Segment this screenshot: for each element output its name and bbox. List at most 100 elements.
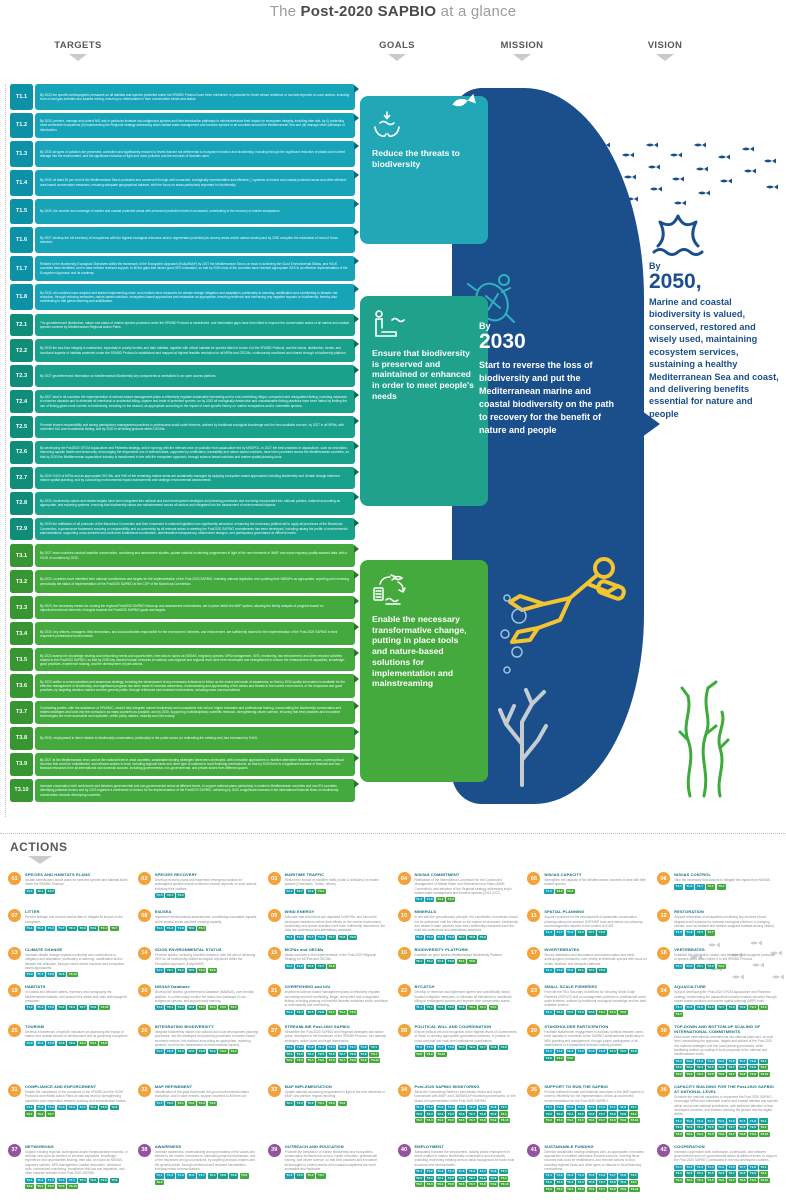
target-chip-t3-1: T3.1 xyxy=(705,884,716,890)
action-description: Increase climate change impacts monitori… xyxy=(25,952,126,970)
action-number-badge: 03 xyxy=(267,872,281,885)
target-chip-t2-6: T2.6 xyxy=(716,1125,726,1131)
action-number-badge: 05 xyxy=(527,872,541,885)
action-01: 01 SPECIES AND HABITATS PLANS Update ident… xyxy=(8,872,129,902)
target-chip-t2-8: T2.8 xyxy=(218,1173,228,1179)
target-row-t2-5: T2.5 Promote shared responsibility and st… xyxy=(10,415,359,439)
target-chip-t3-3: T3.3 xyxy=(684,1071,694,1077)
target-row-t2-1: T2.1 The georeferenced distribution, natu… xyxy=(10,314,359,337)
action-number-badge: 02 xyxy=(137,872,151,885)
target-chip-t1-1: T1.1 xyxy=(25,888,35,894)
target-code: T3.5 xyxy=(10,648,33,672)
action-41: 41 SUSTAINABLE FUNDING Develop sustainable… xyxy=(527,1143,648,1192)
target-chip-t1-5: T1.5 xyxy=(35,1040,45,1046)
target-row-t1-1: T1.1 By 2030 the specific anthropogenic p… xyxy=(10,84,359,110)
action-description: Streamline the Post-2020 SAPBIO and Regi… xyxy=(284,1030,386,1043)
target-code: T1.2 xyxy=(10,112,33,139)
target-chip-t3-10: T3.10 xyxy=(758,1177,770,1184)
target-chip-t1-8: T1.8 xyxy=(425,897,435,903)
target-chip-t3-1: T3.1 xyxy=(758,1171,769,1177)
target-chip-t2-3: T2.3 xyxy=(554,1179,565,1186)
goal-text: Reduce the threats to biodiversity xyxy=(372,148,460,169)
target-text: By 2030, employment in direct relation t… xyxy=(35,726,355,750)
target-chip-t2-7: T2.7 xyxy=(597,1179,607,1186)
target-chip-t2-5: T2.5 xyxy=(446,1111,456,1117)
target-chip-t2-2: T2.2 xyxy=(414,1175,424,1181)
target-chip-t1-8: T1.8 xyxy=(684,930,694,936)
action-target-chips: T1.7 T1.8 T2.4 T2.6 T2.8 T2.9 T3.2 T3.4 xyxy=(154,1049,259,1055)
target-chip-t2-9: T2.9 xyxy=(305,888,316,894)
target-chip-t1-7: T1.7 xyxy=(607,1173,618,1179)
target-chip-t3-10: T3.10 xyxy=(67,972,79,978)
action-22: 22 BYCATCH Develop or reinforce and implem… xyxy=(397,984,519,1014)
seaweed-icon xyxy=(678,680,730,798)
target-chip-t3-7: T3.7 xyxy=(467,1182,477,1188)
target-chip-t3-1: T3.1 xyxy=(467,1005,477,1011)
action-10: 10 MINERALS In line with the precautionary… xyxy=(397,909,519,940)
target-chip-t2-2: T2.2 xyxy=(586,967,596,973)
target-chip-t1-3: T1.3 xyxy=(46,1104,56,1111)
target-row-t1-5: T1.5 By 2030, the number and coverage of … xyxy=(10,198,359,225)
action-number-badge: 42 xyxy=(657,1143,671,1157)
action-description: Take the necessary field actions to miti… xyxy=(674,878,771,882)
target-chip-t2-1: T2.1 xyxy=(165,892,175,899)
action-title: COMPLIANCE AND ENFORCEMENT xyxy=(25,1083,97,1089)
target-chip-t2-8: T2.8 xyxy=(737,1171,747,1177)
mission-body: Start to reverse the loss of biodiversit… xyxy=(479,360,615,436)
target-chip-t2-9: T2.9 xyxy=(478,934,488,940)
target-chip-t1-5: T1.5 xyxy=(154,892,165,899)
action-number-badge: 09 xyxy=(267,909,281,923)
target-chip-t2-8: T2.8 xyxy=(629,1049,639,1055)
target-chip-t1-7: T1.7 xyxy=(737,1118,747,1124)
target-chip-t1-2: T1.2 xyxy=(414,897,424,903)
target-chip-t3-9: T3.9 xyxy=(99,1040,109,1046)
target-code: T1.1 xyxy=(10,84,33,110)
action-description: Integrate biodiversity values into natio… xyxy=(154,1030,259,1047)
target-chip-t2-7: T2.7 xyxy=(597,1111,607,1117)
action-39: 39 OUTREACH AND EDUCATION Promote the inte… xyxy=(267,1143,389,1179)
action-number-badge: 35 xyxy=(527,1083,541,1097)
target-chip-t1-2: T1.2 xyxy=(35,926,45,932)
target-chip-t3-3: T3.3 xyxy=(197,1100,207,1106)
target-chip-t1-5: T1.5 xyxy=(327,1044,337,1051)
action-28: 28 POLITICAL WILL AND COORDINATION Ensure … xyxy=(397,1024,519,1057)
target-code: T3.1 xyxy=(10,544,33,568)
action-target-chips: T1.1 T1.3 T1.8 T2.6 T2.7 T2.8 T2.9 T3.4 T3.5 T3.7 xyxy=(674,1005,778,1018)
target-chip-t2-8: T2.8 xyxy=(446,959,456,965)
target-chip-t1-3: T1.3 xyxy=(165,926,175,932)
action-target-chips: T1.1 T1.2 T1.3 T1.5 T1.6 T1.8 T2.4 T2.5 T2.8 T2.9… xyxy=(544,1049,648,1062)
target-chip-t2-4: T2.4 xyxy=(554,1009,565,1015)
target-chip-t1-4: T1.4 xyxy=(705,1058,716,1064)
target-chip-t3-10: T3.10 xyxy=(499,1118,511,1124)
action-number-badge: 41 xyxy=(527,1143,541,1157)
target-code: T1.6 xyxy=(10,227,33,253)
action-target-chips: T1.2 T3.2 T3.4 xyxy=(544,888,648,894)
target-chip-t2-2: T2.2 xyxy=(46,888,56,894)
target-text: By 2027 develop the full inventory of ec… xyxy=(35,227,355,253)
target-row-t1-8: T1.8 By 2030, all countries have adopted … xyxy=(10,284,359,310)
target-chip-t2-5: T2.5 xyxy=(618,1049,628,1055)
action-number-badge: 27 xyxy=(267,1024,281,1038)
goal-text: Ensure that biodiversity is preserved an… xyxy=(372,348,474,401)
action-title: MARITIME TRAFFIC xyxy=(284,872,325,877)
target-chip-t1-7: T1.7 xyxy=(348,1044,358,1051)
target-chip-t2-7: T2.7 xyxy=(716,1005,726,1011)
action-number-badge: 18 xyxy=(657,946,671,960)
action-target-chips: T1.1 T1.2 T1.3 T1.7 T2.4 T2.8 T2.9 T3.4 T3.7 xyxy=(25,926,129,932)
action-27: 27 STREAMLINE Post-2020 SAPBIO Streamline … xyxy=(267,1024,389,1064)
target-chip-t3-3: T3.3 xyxy=(197,967,207,973)
action-number-badge: 08 xyxy=(137,909,151,923)
target-chip-t3-4: T3.4 xyxy=(695,1071,705,1077)
action-title: EMPLOYMENT xyxy=(414,1143,444,1149)
target-chip-t2-3: T2.3 xyxy=(684,1065,694,1071)
target-chip-t1-1: T1.1 xyxy=(284,888,294,894)
target-chip-t3-9: T3.9 xyxy=(618,1186,628,1192)
target-chip-t1-1: T1.1 xyxy=(414,1005,424,1011)
target-chip-t1-5: T1.5 xyxy=(716,1118,726,1124)
target-chip-t1-3: T1.3 xyxy=(684,1005,694,1011)
target-row-t3-4: T3.4 By 2030, key officers, managers, fie… xyxy=(10,622,359,646)
target-chip-t2-7: T2.7 xyxy=(337,1051,347,1057)
targets-group-3: T3.1 By 2027 most countries conduct basel… xyxy=(10,544,359,802)
target-chip-t1-2: T1.2 xyxy=(544,888,554,894)
action-number-badge: 31 xyxy=(8,1083,21,1097)
